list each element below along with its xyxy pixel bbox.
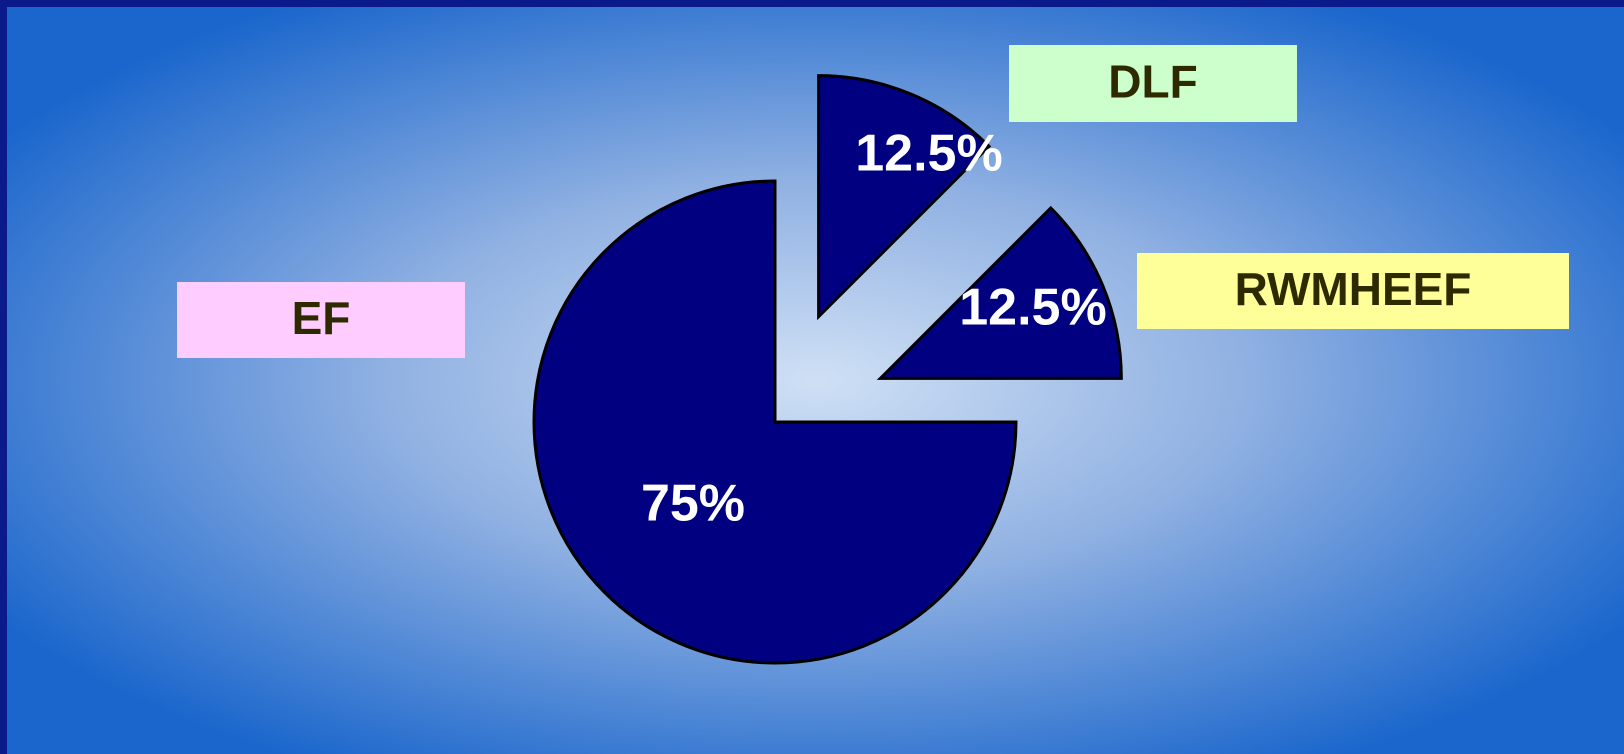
slice-label: 12.5% [855,125,1002,183]
category-box [177,282,465,358]
pie-slice [817,74,992,321]
pie-slice [532,179,1018,665]
category-label: EF [292,292,351,344]
category-box [1137,253,1569,329]
category-box [1009,45,1297,122]
slice-label: 75% [641,475,745,533]
category-label: RWMHEEF [1235,263,1472,315]
slice-label: 12.5% [959,279,1106,337]
pie-slice [876,205,1123,380]
category-label: DLF [1108,56,1197,108]
